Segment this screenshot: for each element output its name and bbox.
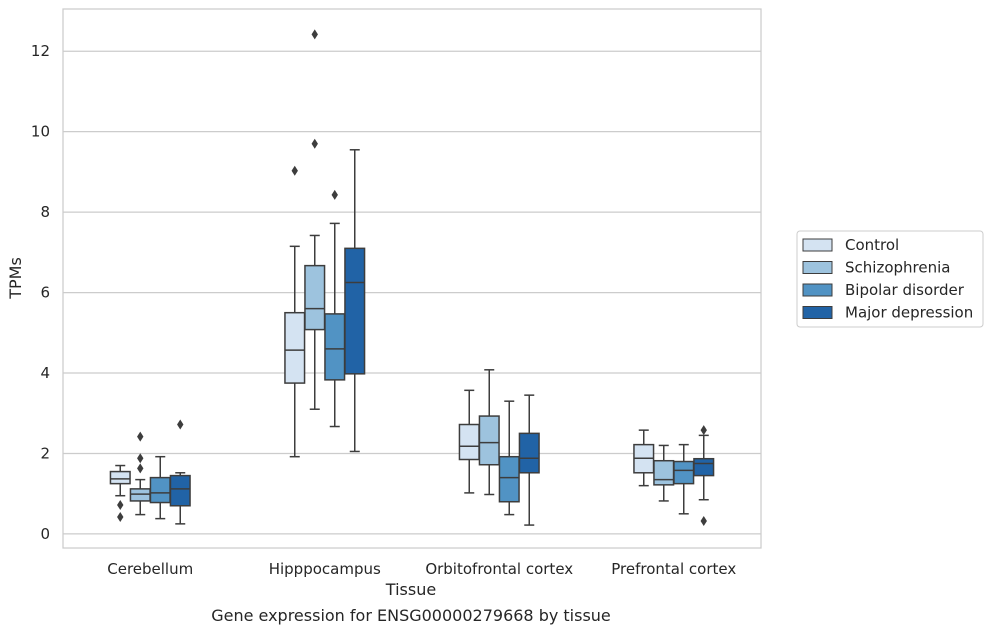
outlier-point: [311, 29, 318, 40]
figure-caption: Gene expression for ENSG00000279668 by t…: [211, 606, 611, 625]
x-tick-labels: Cerebellum Hipppocampus Orbitofrontal cort…: [107, 560, 736, 578]
legend-swatch: [802, 283, 833, 297]
y-tick-label: 8: [40, 203, 50, 221]
box: [498, 455, 520, 503]
box: [344, 247, 366, 375]
box: [169, 474, 191, 507]
outlier-point: [137, 431, 144, 442]
box-group: [304, 29, 326, 410]
box-group: [149, 455, 171, 520]
box-group: [478, 369, 500, 496]
y-tick-label: 4: [40, 364, 50, 382]
box-group: [169, 419, 191, 525]
legend-frame: [796, 230, 984, 328]
box: [653, 459, 675, 486]
box: [458, 423, 480, 461]
legend-label: Bipolar disorder: [845, 281, 965, 299]
outlier-point: [700, 516, 707, 527]
outlier-point: [700, 425, 707, 436]
y-axis-label: TPMs: [6, 257, 25, 300]
box: [149, 476, 171, 504]
plot-frame: [62, 8, 762, 549]
box-group: [673, 443, 695, 515]
outlier-point: [137, 463, 144, 474]
boxes: [109, 29, 715, 527]
grid-lines: [63, 50, 761, 535]
box: [129, 488, 151, 502]
legend-swatch: [802, 261, 833, 274]
x-tick-label: Cerebellum: [107, 560, 193, 578]
outlier-point: [311, 138, 318, 149]
box-group: [518, 394, 540, 526]
box-group: [498, 400, 520, 516]
y-tick-label: 0: [40, 525, 50, 543]
box: [693, 457, 715, 477]
box: [109, 470, 131, 485]
box-group: [633, 429, 655, 487]
legend-swatch: [802, 306, 833, 319]
box-group: [693, 425, 715, 527]
legend-label: Schizophrenia: [845, 259, 950, 277]
box-group: [129, 431, 151, 516]
x-axis-label: Tissue: [385, 580, 436, 599]
box-group: [653, 444, 675, 502]
box-group: [284, 165, 306, 458]
box-group: [458, 389, 480, 494]
legend-swatch: [802, 238, 833, 252]
y-tick-label: 6: [40, 284, 50, 302]
box-group: [324, 189, 346, 428]
box-group: [344, 149, 366, 453]
box: [673, 460, 695, 485]
y-tick-label: 10: [31, 123, 50, 141]
legend: Control Schizophrenia Bipolar disorder Majo…: [796, 230, 984, 328]
x-tick-label: Orbitofrontal cortex: [425, 560, 573, 578]
outlier-point: [137, 453, 144, 464]
box: [518, 432, 540, 474]
outlier-point: [117, 499, 124, 510]
x-tick-label: Prefrontal cortex: [611, 560, 736, 578]
y-tick-label: 2: [40, 444, 50, 462]
box: [304, 264, 326, 331]
box: [284, 311, 306, 384]
y-tick-labels: 0 2 4 6 8 10 12: [31, 42, 50, 543]
box: [478, 415, 500, 466]
box-group: [109, 464, 131, 523]
x-tick-label: Hipppocampus: [269, 560, 381, 578]
box: [324, 313, 346, 381]
legend-label: Major depression: [845, 304, 973, 322]
outlier-point: [117, 512, 124, 523]
outlier-point: [177, 419, 184, 430]
y-tick-label: 12: [31, 42, 50, 60]
legend-label: Control: [845, 236, 899, 254]
outlier-point: [331, 189, 338, 200]
outlier-point: [291, 165, 298, 176]
